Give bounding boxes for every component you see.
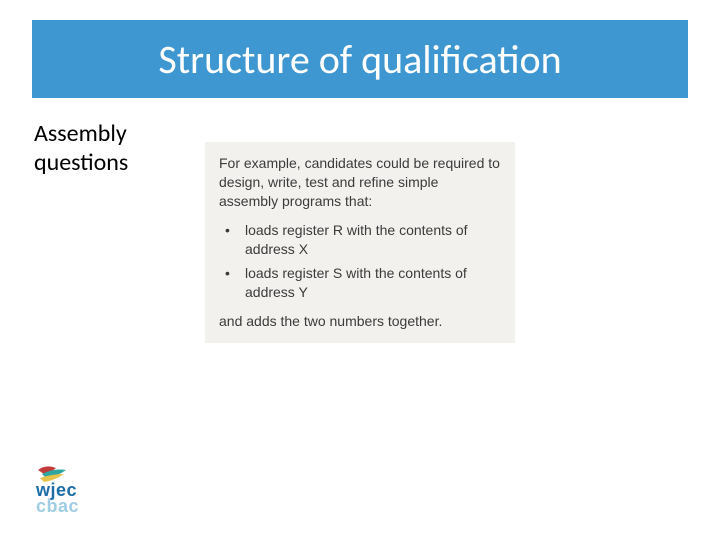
example-box: For example, candidates could be require… bbox=[205, 142, 515, 343]
logo-svg: wjec cbac bbox=[34, 462, 114, 512]
subheading: Assembly questions bbox=[34, 120, 128, 178]
slide: Structure of qualification Assembly ques… bbox=[0, 0, 720, 540]
example-bullet: loads register R with the contents of ad… bbox=[223, 221, 501, 259]
example-bullet-list: loads register R with the contents of ad… bbox=[219, 221, 501, 303]
subheading-line1: Assembly bbox=[34, 119, 127, 148]
slide-title: Structure of qualification bbox=[158, 35, 561, 84]
example-intro: For example, candidates could be require… bbox=[219, 154, 501, 211]
subheading-line2: questions bbox=[34, 148, 128, 177]
example-outro: and adds the two numbers together. bbox=[219, 312, 501, 331]
logo-bottom-text: cbac bbox=[36, 496, 79, 512]
example-bullet: loads register S with the contents of ad… bbox=[223, 264, 501, 302]
title-bar: Structure of qualification bbox=[32, 20, 688, 98]
wjec-cbac-logo: wjec cbac bbox=[34, 462, 114, 512]
